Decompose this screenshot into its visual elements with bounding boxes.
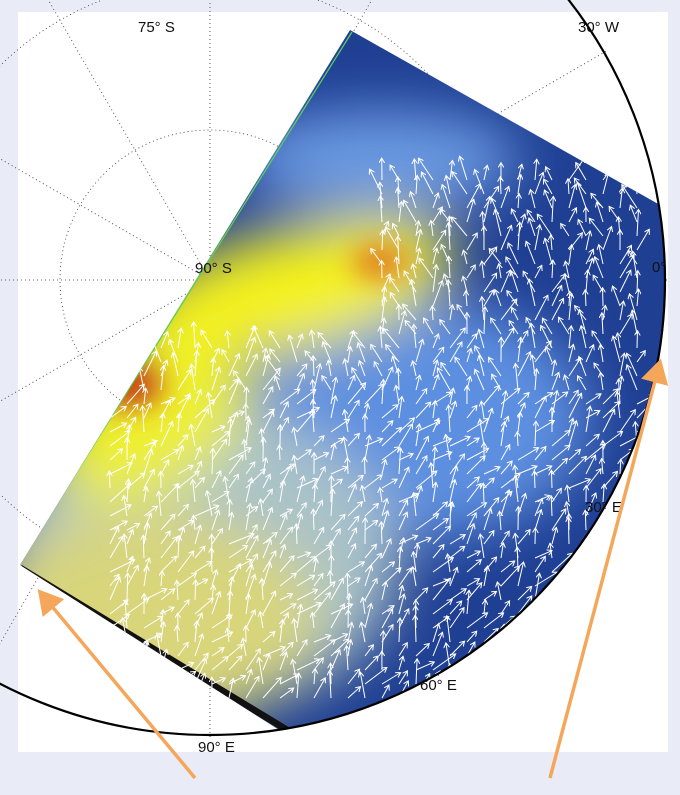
- grid-label: 0°: [652, 259, 666, 276]
- vector: [246, 387, 247, 404]
- vector: [364, 457, 365, 474]
- grid-label: 30° W: [578, 19, 620, 36]
- grid-label: 90° S: [195, 260, 232, 277]
- vector: [534, 471, 535, 488]
- vector: [568, 517, 569, 544]
- vector: [127, 573, 128, 600]
- polar-map: 75° S 30° W 90° S 0° 30° E 60° E 90° E: [0, 0, 680, 790]
- page: 75° S30° W90° S0°30° E60° E90° E (() => …: [0, 0, 680, 790]
- vector: [347, 573, 348, 600]
- grid-label: 30° E: [585, 499, 622, 516]
- vector: [551, 470, 552, 488]
- grid-label: 90° E: [198, 739, 235, 756]
- vector: [500, 177, 501, 194]
- vector: [450, 502, 451, 530]
- vector: [195, 580, 196, 600]
- grid-label: 75° S: [138, 19, 175, 36]
- grid-label: 60° E: [420, 677, 457, 694]
